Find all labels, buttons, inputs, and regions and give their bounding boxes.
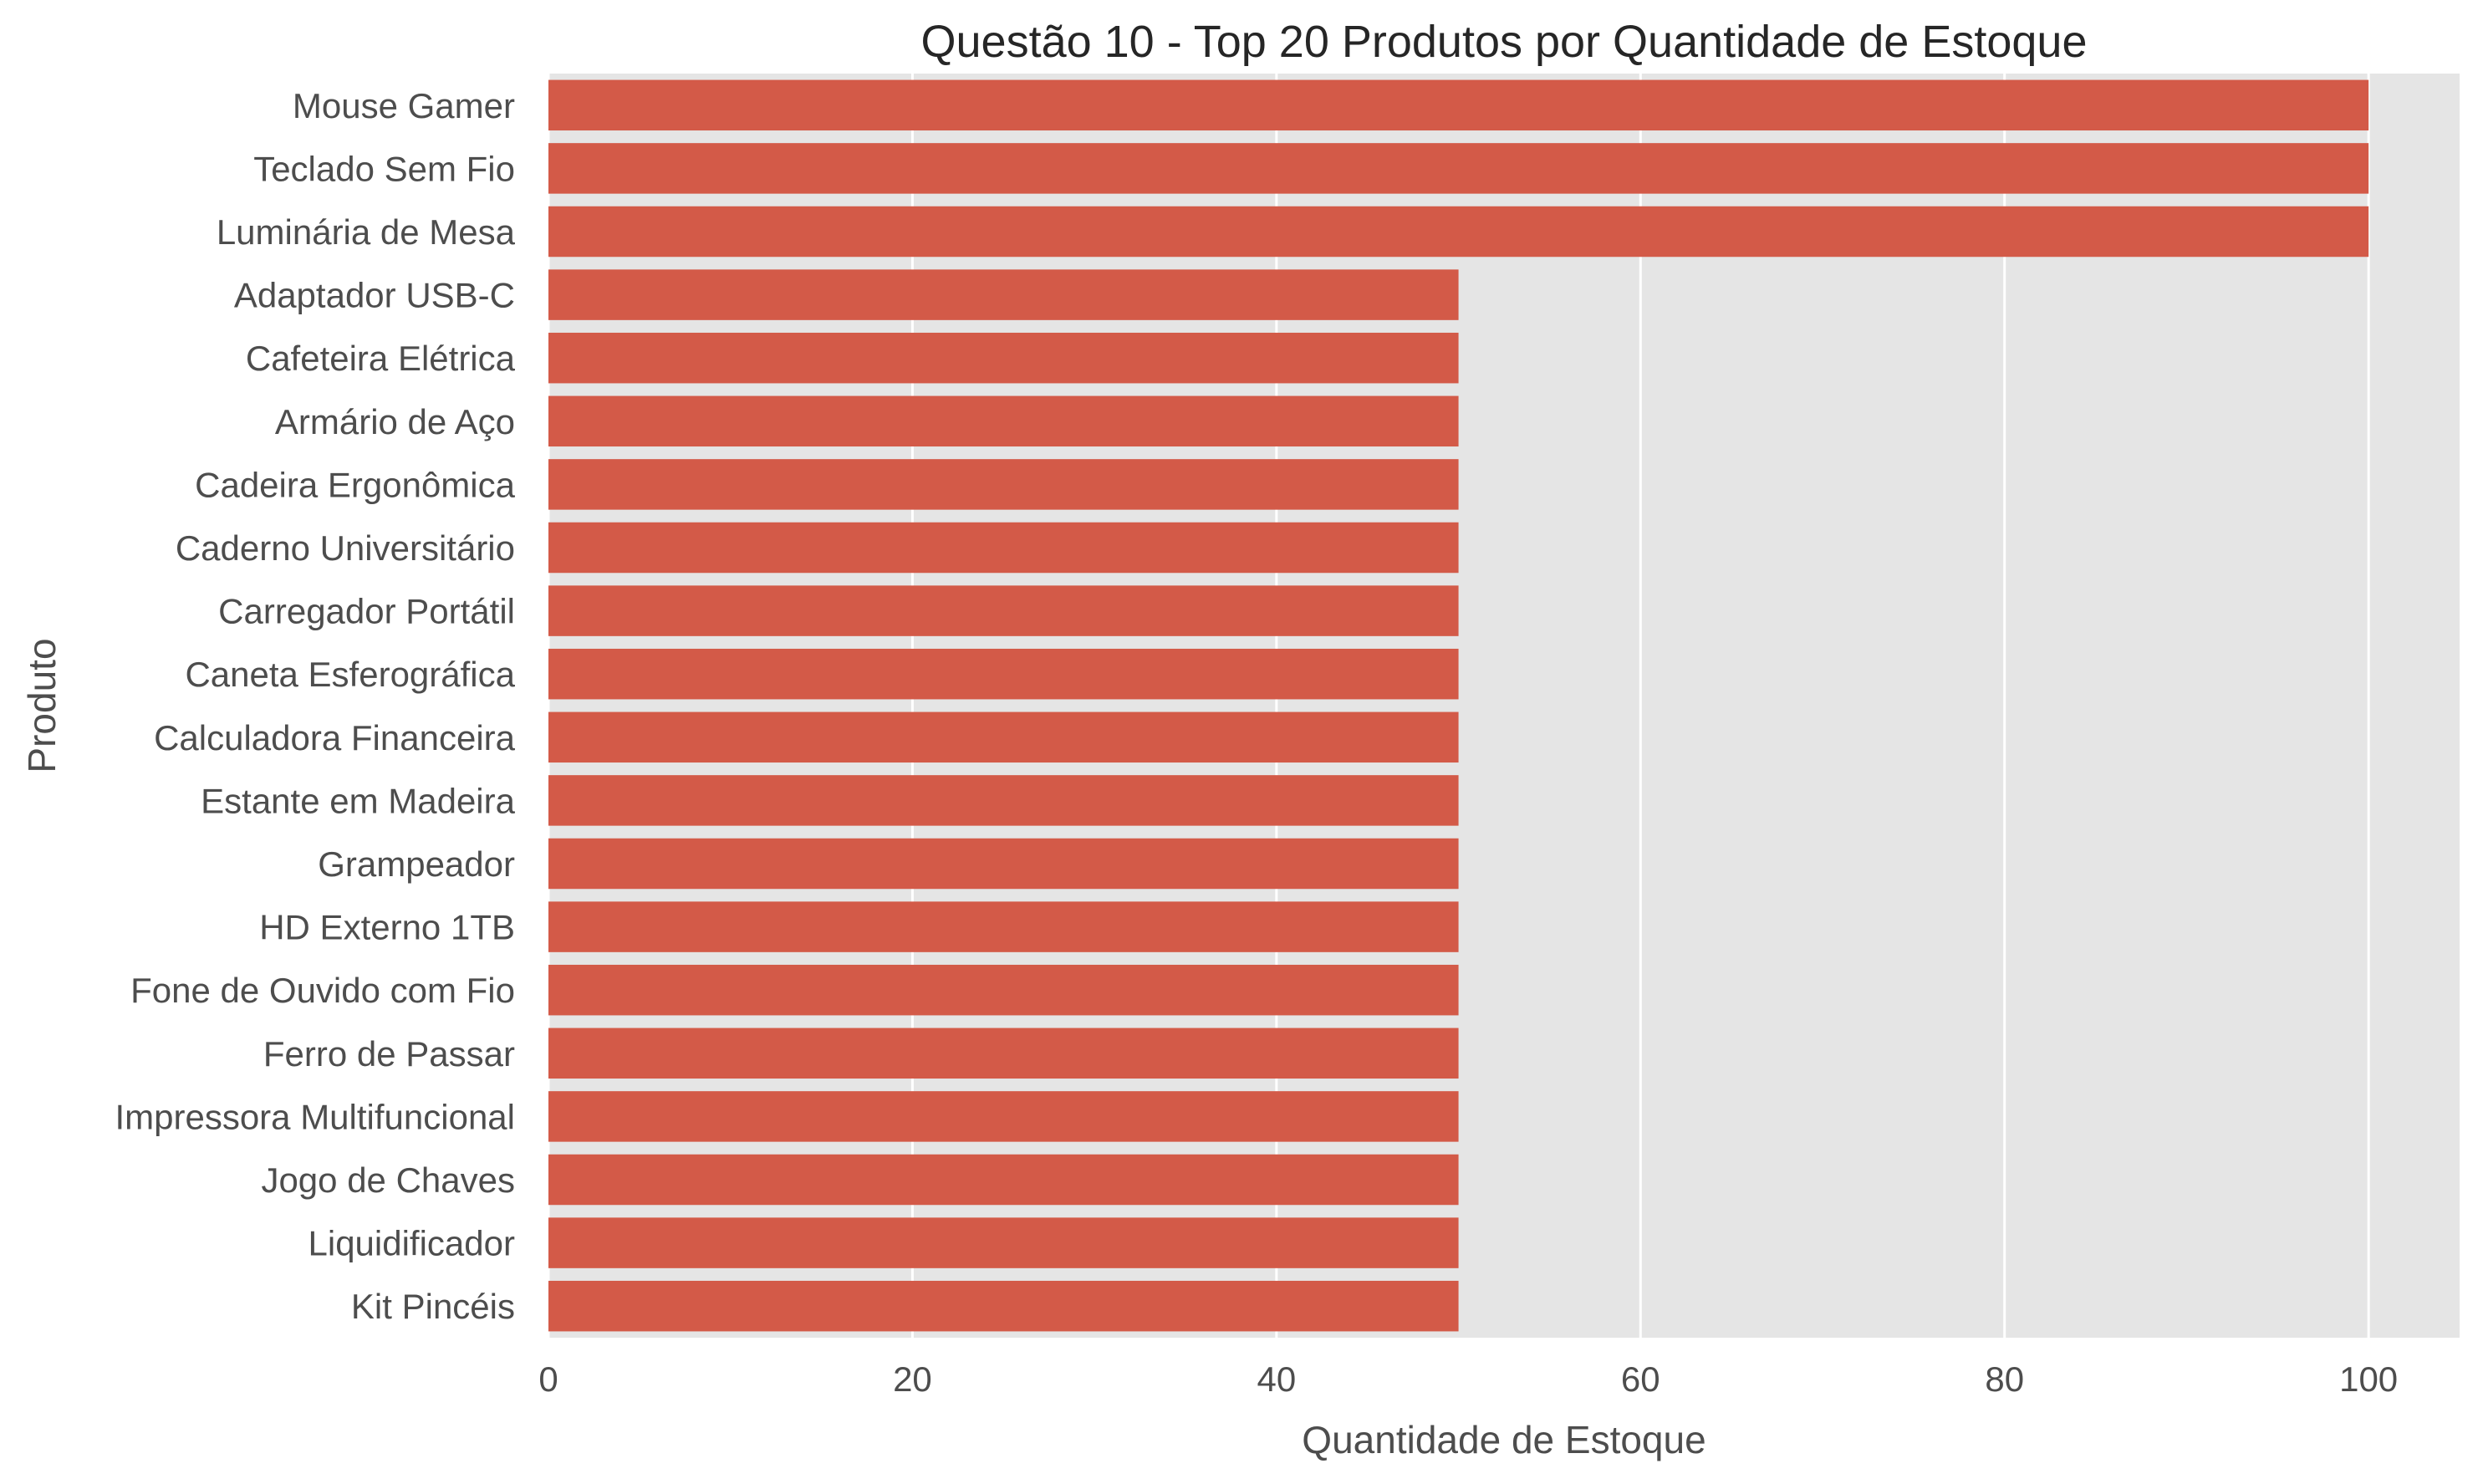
y-axis-label: Produto [20,638,64,773]
x-tick-label: 60 [1621,1359,1660,1399]
x-tick-labels: 0 20 40 60 80 100 [538,1359,2398,1399]
y-tick-label: Fone de Ouvido com Fio [130,971,515,1010]
y-tick-label: Caderno Universitário [176,528,515,568]
y-tick-label: Teclado Sem Fio [253,149,515,188]
bar [548,838,1459,890]
y-tick-label: Cafeteira Elétrica [246,339,516,378]
bar [548,332,1459,384]
bar [548,459,1459,510]
bar [548,395,1459,447]
y-tick-label: Kit Pincéis [351,1287,515,1326]
y-tick-label: Luminária de Mesa [217,212,516,252]
bars [548,79,2369,1332]
bar [548,269,1459,320]
y-tick-label: Calculadora Financeira [154,718,516,757]
chart-title: Questão 10 - Top 20 Produtos por Quantid… [921,17,2088,67]
y-tick-label: Estante em Madeira [201,781,515,820]
y-tick-label: Ferro de Passar [263,1034,515,1073]
bar [548,79,2369,131]
y-tick-label: Jogo de Chaves [261,1160,515,1200]
bar [548,1154,1459,1206]
y-tick-label: Grampeador [318,844,515,884]
bar [548,143,2369,194]
x-tick-label: 80 [1985,1359,2024,1399]
bar [548,648,1459,700]
x-tick-label: 40 [1257,1359,1296,1399]
bar [548,901,1459,952]
bar [548,1091,1459,1142]
x-tick-label: 20 [893,1359,932,1399]
bar [548,522,1459,574]
plot-area-background [548,74,2460,1338]
bar [548,206,2369,258]
x-axis-label: Quantidade de Estoque [1302,1418,1705,1461]
y-tick-label: Mouse Gamer [293,86,515,125]
y-tick-label: Impressora Multifuncional [115,1097,515,1136]
bar [548,711,1459,763]
y-tick-label: Liquidificador [308,1224,516,1263]
y-tick-label: Adaptador USB-C [234,276,515,315]
x-tick-label: 100 [2339,1359,2398,1399]
y-tick-label: Armário de Aço [275,402,515,441]
bar [548,775,1459,826]
bar [548,585,1459,636]
bar [548,964,1459,1016]
x-tick-label: 0 [538,1359,558,1399]
y-tick-label: Carregador Portátil [218,592,515,631]
bar [548,1217,1459,1268]
bar [548,1028,1459,1079]
y-tick-label: Caneta Esferográfica [185,655,515,694]
y-tick-labels: Mouse Gamer Teclado Sem Fio Luminária de M… [115,86,515,1326]
y-tick-label: HD Externo 1TB [259,908,515,947]
bar [548,1280,1459,1332]
y-tick-label: Cadeira Ergonômica [195,465,516,504]
